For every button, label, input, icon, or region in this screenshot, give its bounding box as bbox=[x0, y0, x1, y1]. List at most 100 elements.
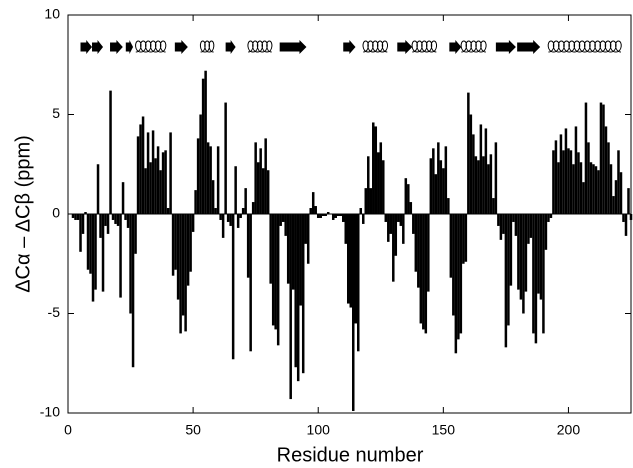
bar bbox=[101, 214, 105, 292]
bar bbox=[166, 208, 170, 214]
bar bbox=[497, 214, 500, 226]
bar bbox=[574, 126, 578, 214]
bar bbox=[564, 128, 568, 214]
bar bbox=[519, 214, 523, 300]
bar bbox=[79, 214, 82, 252]
bar bbox=[524, 214, 528, 292]
bar bbox=[352, 214, 355, 412]
bar bbox=[372, 122, 375, 214]
bar bbox=[114, 214, 117, 224]
bar bbox=[464, 214, 468, 262]
bar bbox=[542, 214, 545, 334]
bar bbox=[444, 146, 448, 214]
helix-coil bbox=[460, 40, 487, 53]
bar bbox=[324, 214, 327, 216]
bar bbox=[84, 212, 87, 214]
bar bbox=[392, 214, 395, 282]
bar bbox=[151, 130, 155, 214]
bar bbox=[607, 142, 610, 214]
helix-coil bbox=[362, 40, 388, 53]
bar bbox=[594, 166, 598, 214]
y-tick-label: 0 bbox=[52, 205, 60, 221]
bar bbox=[336, 214, 340, 216]
bar bbox=[281, 214, 285, 222]
bar bbox=[537, 214, 540, 294]
bar bbox=[477, 160, 480, 214]
bar bbox=[251, 202, 255, 214]
bar bbox=[239, 214, 242, 218]
bar bbox=[131, 214, 135, 368]
bar bbox=[367, 156, 370, 214]
x-tick-label: 150 bbox=[432, 422, 456, 438]
y-axis-label: ΔCα – ΔCβ (ppm) bbox=[12, 135, 34, 293]
bar bbox=[186, 214, 190, 286]
bar bbox=[221, 214, 225, 238]
bar bbox=[229, 214, 232, 226]
strand-arrow bbox=[517, 40, 541, 54]
bar bbox=[389, 214, 393, 234]
bar bbox=[397, 214, 400, 222]
helix-coil bbox=[247, 40, 273, 53]
bar bbox=[289, 214, 292, 400]
bar bbox=[597, 170, 600, 214]
bar bbox=[341, 214, 345, 222]
strand-arrow bbox=[92, 40, 104, 54]
bar bbox=[624, 214, 628, 236]
bar bbox=[359, 208, 363, 214]
bar bbox=[189, 214, 192, 272]
bar bbox=[434, 174, 438, 214]
bar bbox=[311, 192, 315, 214]
bar bbox=[472, 134, 475, 214]
bar bbox=[346, 214, 350, 304]
bar bbox=[492, 198, 495, 214]
bar bbox=[612, 196, 615, 214]
bar bbox=[349, 214, 353, 308]
bar bbox=[296, 214, 300, 382]
bar bbox=[226, 214, 230, 222]
bar bbox=[286, 214, 290, 284]
x-tick-label: 200 bbox=[557, 422, 581, 438]
bar bbox=[179, 214, 182, 334]
bar bbox=[424, 214, 428, 334]
bar bbox=[427, 214, 430, 292]
bar bbox=[422, 214, 425, 330]
bar bbox=[241, 208, 245, 214]
bar bbox=[156, 146, 160, 214]
bar bbox=[532, 214, 535, 334]
strand-arrow bbox=[343, 40, 356, 54]
bar bbox=[106, 214, 110, 234]
y-tick-label: 5 bbox=[52, 105, 60, 121]
x-axis-label: Residue number bbox=[277, 444, 424, 466]
bar bbox=[382, 160, 385, 214]
bar bbox=[211, 180, 215, 214]
bar bbox=[534, 214, 538, 344]
bar bbox=[294, 214, 297, 368]
bar bbox=[301, 214, 305, 374]
strand-arrow bbox=[110, 40, 123, 54]
bar bbox=[94, 214, 97, 290]
bar bbox=[429, 158, 433, 214]
bar bbox=[572, 164, 575, 214]
bar bbox=[291, 214, 295, 290]
bar bbox=[369, 188, 373, 214]
bar bbox=[499, 214, 503, 240]
bar bbox=[474, 156, 478, 214]
bar bbox=[469, 114, 473, 214]
bar bbox=[266, 170, 270, 214]
bar bbox=[509, 214, 513, 286]
bar bbox=[176, 214, 180, 300]
bar bbox=[354, 214, 358, 324]
bar bbox=[479, 124, 483, 214]
bar bbox=[209, 146, 212, 214]
bar bbox=[321, 214, 325, 216]
bar bbox=[432, 148, 435, 214]
bar bbox=[567, 148, 570, 214]
bar bbox=[517, 214, 520, 290]
strand-arrow bbox=[174, 40, 188, 54]
strand-arrow bbox=[495, 40, 516, 54]
x-tick-label: 100 bbox=[307, 422, 331, 438]
bar bbox=[582, 182, 585, 214]
bar bbox=[374, 126, 378, 214]
bar bbox=[549, 214, 553, 218]
